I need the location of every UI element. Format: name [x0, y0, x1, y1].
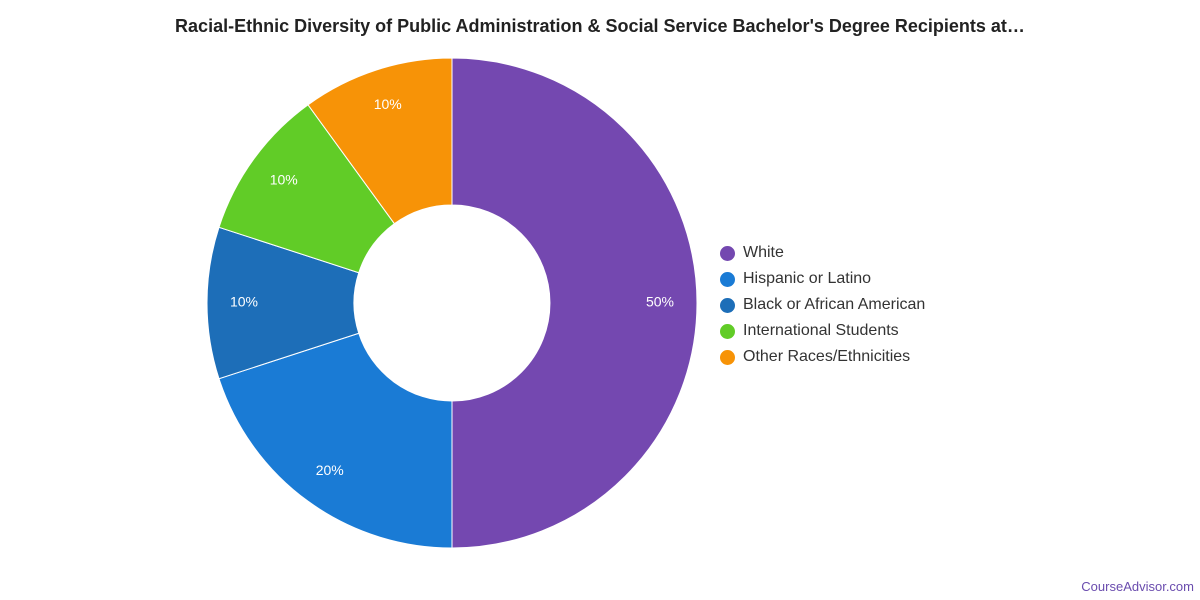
legend-label: Black or African American [743, 296, 926, 313]
slice-label: 50% [646, 294, 674, 310]
legend-label: Other Races/Ethnicities [743, 348, 911, 365]
legend-swatch-icon [720, 245, 735, 261]
legend-swatch-icon [720, 297, 735, 313]
legend-swatch-icon [720, 323, 735, 339]
slice-label: 10% [230, 294, 258, 310]
chart-legend: White Hispanic or Latino Black or African … [720, 240, 925, 370]
legend-item[interactable]: Black or African American [720, 292, 925, 318]
slice-label: 10% [270, 171, 298, 187]
legend-item[interactable]: Other Races/Ethnicities [720, 344, 925, 370]
slice-label: 10% [374, 96, 402, 112]
legend-item[interactable]: International Students [720, 318, 925, 344]
slice-label: 20% [316, 462, 344, 478]
legend-swatch-icon [720, 349, 735, 365]
slice-hispanic-or-latino[interactable] [218, 332, 453, 549]
slice-other-races-ethnicities[interactable] [307, 57, 453, 225]
site-credit[interactable]: CourseAdvisor.com [1081, 579, 1194, 594]
legend-label: International Students [743, 322, 899, 339]
legend-item[interactable]: White [720, 240, 925, 266]
legend-item[interactable]: Hispanic or Latino [720, 266, 925, 292]
legend-label: Hispanic or Latino [743, 270, 872, 287]
legend-label: White [743, 244, 784, 261]
chart-title: Racial-Ethnic Diversity of Public Admini… [175, 16, 1025, 36]
legend-swatch-icon [720, 271, 735, 287]
slice-white[interactable] [451, 57, 698, 549]
